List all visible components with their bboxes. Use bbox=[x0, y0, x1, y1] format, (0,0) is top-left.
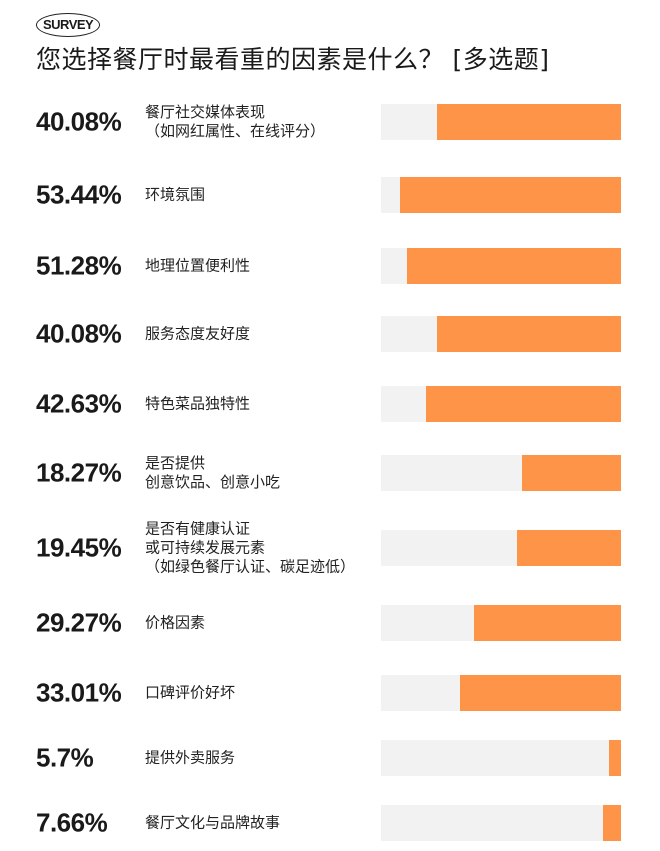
bar-fill bbox=[517, 530, 621, 566]
bar-fill bbox=[437, 316, 621, 352]
bar-track bbox=[381, 386, 621, 422]
factor-label: 口碑评价好坏 bbox=[145, 684, 235, 703]
factor-label-line: 口碑评价好坏 bbox=[145, 683, 236, 702]
factor-label-line: 地理位置便利性 bbox=[145, 256, 251, 275]
factor-label: 环境氛围 bbox=[145, 186, 205, 205]
factor-label-line: 环境氛围 bbox=[145, 185, 206, 204]
bar-track bbox=[381, 104, 621, 140]
bar-fill bbox=[603, 805, 621, 841]
bar-fill bbox=[437, 104, 621, 140]
percentage-value: 19.45% bbox=[36, 532, 122, 563]
bar-fill bbox=[609, 740, 621, 776]
bar-track bbox=[381, 805, 621, 841]
chart-row: 7.66% 餐厅文化与品牌故事 bbox=[0, 805, 660, 841]
factor-label-line: 或可持续发展元素 bbox=[145, 538, 266, 557]
chart-row: 51.28% 地理位置便利性 bbox=[0, 248, 660, 284]
chart-row: 33.01% 口碑评价好坏 bbox=[0, 675, 660, 711]
percentage-value: 40.08% bbox=[36, 318, 122, 349]
factor-label-line: 服务态度友好度 bbox=[145, 324, 251, 343]
factor-label: 特色菜品独特性 bbox=[145, 395, 250, 414]
factor-label-line: 提供外卖服务 bbox=[145, 748, 236, 767]
chart-row: 53.44% 环境氛围 bbox=[0, 177, 660, 213]
factor-label: 价格因素 bbox=[145, 614, 205, 633]
factor-label: 餐厅社交媒体表现 （如网红属性、在线评分） bbox=[145, 103, 325, 141]
percentage-value: 7.66% bbox=[36, 807, 108, 838]
factor-label-line: 餐厅社交媒体表现 bbox=[145, 103, 266, 121]
factor-label-line: 餐厅文化与品牌故事 bbox=[145, 813, 281, 832]
percentage-value: 42.63% bbox=[36, 388, 122, 419]
bar-track bbox=[381, 740, 621, 776]
percentage-value: 40.08% bbox=[36, 106, 122, 137]
bar-track bbox=[381, 455, 621, 491]
factor-label-line: 价格因素 bbox=[145, 613, 206, 632]
bar-track bbox=[381, 316, 621, 352]
percentage-value: 18.27% bbox=[36, 457, 122, 488]
survey-badge: SURVEY bbox=[36, 13, 101, 37]
factor-label: 是否提供 创意饮品、创意小吃 bbox=[145, 454, 280, 492]
bar-fill bbox=[522, 455, 621, 491]
factor-label-line: 特色菜品独特性 bbox=[145, 394, 251, 413]
factor-label-line: 是否有健康认证 bbox=[145, 519, 251, 538]
bar-fill bbox=[474, 605, 621, 641]
bar-track bbox=[381, 177, 621, 213]
chart-row: 40.08% 服务态度友好度 bbox=[0, 316, 660, 352]
bar-track bbox=[381, 675, 621, 711]
bar-track bbox=[381, 248, 621, 284]
chart-row: 19.45% 是否有健康认证 或可持续发展元素 （如绿色餐厅认证、碳足迹低） bbox=[0, 520, 660, 576]
factor-label: 服务态度友好度 bbox=[145, 325, 250, 344]
bar-track bbox=[381, 605, 621, 641]
chart-row: 40.08% 餐厅社交媒体表现 （如网红属性、在线评分） bbox=[0, 103, 660, 141]
factor-label: 地理位置便利性 bbox=[145, 257, 250, 276]
percentage-value: 51.28% bbox=[36, 250, 122, 281]
bar-fill bbox=[407, 248, 621, 284]
bar-fill bbox=[400, 177, 621, 213]
page-title: 您选择餐厅时最看重的因素是什么？ [多选题] bbox=[36, 45, 550, 74]
bar-fill bbox=[460, 675, 621, 711]
factor-label-line: （如网红属性、在线评分） bbox=[145, 122, 326, 140]
chart-row: 18.27% 是否提供 创意饮品、创意小吃 bbox=[0, 454, 660, 492]
percentage-value: 33.01% bbox=[36, 677, 122, 708]
factor-label-line: 创意饮品、创意小吃 bbox=[145, 473, 281, 491]
chart-row: 5.7% 提供外卖服务 bbox=[0, 740, 660, 776]
chart-row: 42.63% 特色菜品独特性 bbox=[0, 386, 660, 422]
percentage-value: 29.27% bbox=[36, 607, 122, 638]
factor-label: 是否有健康认证 或可持续发展元素 （如绿色餐厅认证、碳足迹低） bbox=[145, 520, 355, 577]
percentage-value: 53.44% bbox=[36, 179, 122, 210]
factor-label-line: （如绿色餐厅认证、碳足迹低） bbox=[145, 557, 356, 576]
bar-fill bbox=[426, 386, 621, 422]
factor-label-line: 是否提供 bbox=[145, 454, 206, 472]
bar-track bbox=[381, 530, 621, 566]
factor-label: 提供外卖服务 bbox=[145, 749, 235, 768]
factor-label: 餐厅文化与品牌故事 bbox=[145, 814, 280, 833]
chart-row: 29.27% 价格因素 bbox=[0, 605, 660, 641]
percentage-value: 5.7% bbox=[36, 742, 94, 773]
